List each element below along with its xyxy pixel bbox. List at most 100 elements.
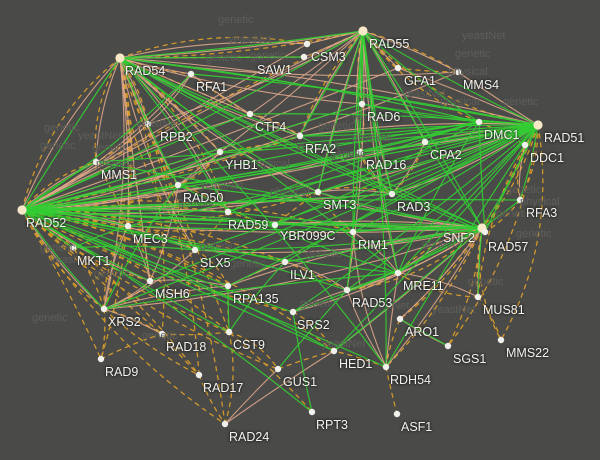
graph-node-rad54[interactable] [115,53,125,63]
graph-node-aro1[interactable] [396,315,404,323]
graph-node-rad59[interactable] [224,208,232,216]
edge [299,30,364,137]
graph-node-asf1[interactable] [393,410,401,418]
graph-node-rad50[interactable] [174,181,182,189]
edge [399,227,483,320]
graph-node-mms22[interactable] [497,336,505,344]
graph-node-rfa2[interactable] [296,132,304,140]
edge [21,209,279,370]
graph-node-yhb1[interactable] [216,148,224,156]
graph-node-rad16[interactable] [356,148,364,156]
edge [147,73,192,125]
graph-node-rad9[interactable] [97,355,105,363]
graph-node-rad57[interactable] [481,228,489,236]
graph-node-csm3[interactable] [303,40,311,48]
graph-node-rfa1[interactable] [187,70,195,78]
graph-node-cpa2[interactable] [421,138,429,146]
edge [385,124,539,368]
graph-node-gus1[interactable] [274,365,282,373]
edge [190,73,539,126]
edge [228,331,279,370]
edge [346,272,399,291]
edge [352,227,483,233]
graph-node-rad6[interactable] [358,100,366,108]
edge [224,368,279,425]
edge [21,43,308,211]
graph-node-rfa3[interactable] [516,196,524,204]
edge [21,151,361,211]
edge [484,199,521,233]
graph-node-rdh54[interactable] [382,363,390,371]
graph-node-slx5[interactable] [191,246,199,254]
edge [119,57,399,274]
edge [103,184,179,310]
graph-node-mms4[interactable] [454,68,462,76]
graph-node-ilv1[interactable] [281,258,289,266]
graph-node-saw1[interactable] [300,53,308,61]
graph-node-rad17[interactable] [195,371,203,379]
edge [119,57,226,425]
graph-node-rad53[interactable] [343,286,351,294]
graph-node-ddc1[interactable] [521,141,529,149]
edge [362,30,480,123]
edge [103,308,200,376]
edge [21,209,335,352]
edge [517,144,526,201]
graph-node-rpb2[interactable] [144,120,152,128]
edge [21,57,121,211]
graph-node-mus81[interactable] [474,293,482,301]
edge [21,161,97,211]
edge [299,30,364,137]
edge [519,124,539,201]
edge [119,56,305,59]
graph-node-gfa1[interactable] [394,64,402,72]
graph-node-rpa135[interactable] [224,282,232,290]
graph-node-cst9[interactable] [225,328,233,336]
graph-node-rad55[interactable] [358,26,368,36]
graph-node-rad51[interactable] [533,120,543,130]
graph-node-rad24[interactable] [221,420,229,428]
edge [333,227,483,352]
edge [224,331,234,425]
graph-node-msh6[interactable] [146,277,154,285]
graph-node-rad52[interactable] [17,205,27,215]
graph-node-smt3[interactable] [314,188,322,196]
edge [481,124,539,229]
graph-node-mec3[interactable] [124,222,132,230]
graph-node-sgs1[interactable] [444,342,452,350]
graph-node-hed1[interactable] [330,347,338,355]
graph-node-srs2[interactable] [289,308,297,316]
edge [362,30,539,126]
graph-node-xrs2[interactable] [100,305,108,313]
node-layer[interactable] [17,26,543,428]
graph-node-rad18[interactable] [158,330,166,338]
graph-node-rim1[interactable] [349,228,357,236]
edge [317,30,364,193]
graph-node-mms1[interactable] [92,158,100,166]
graph-node-ybr099c[interactable] [271,221,279,229]
edge [292,124,539,313]
edge [361,103,480,123]
edge [21,161,97,211]
edge [399,318,449,347]
edge [177,184,399,274]
edge [277,350,335,370]
edge [72,247,105,310]
graph-node-rad3[interactable] [388,190,396,198]
edge [100,308,106,360]
edge [21,57,121,211]
graph-node-mre11[interactable] [394,269,402,277]
edge [292,311,313,413]
edge [424,124,539,143]
edge [119,30,364,59]
edge [299,124,539,137]
edge [362,30,459,73]
edge [21,209,229,287]
graph-node-rpt3[interactable] [308,408,316,416]
graph-node-dmc1[interactable] [475,118,483,126]
graph-node-ctf4[interactable] [246,110,254,118]
edge [21,184,179,211]
edge [362,30,459,73]
graph-node-mkt1[interactable] [69,244,77,252]
